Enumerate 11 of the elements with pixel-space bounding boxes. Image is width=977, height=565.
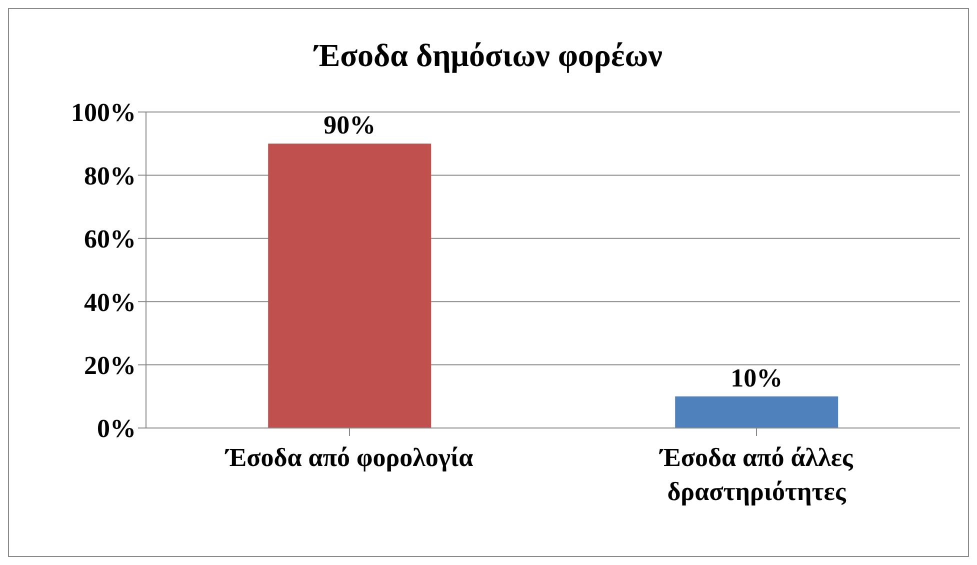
x-tick-label: Έσοδα από άλλες δραστηριότητες [658, 443, 854, 506]
y-tick-label: 60% [84, 224, 136, 254]
y-tick-label: 40% [84, 288, 136, 317]
y-tick-label: 80% [84, 161, 136, 190]
y-tick-label: 20% [84, 351, 136, 380]
y-tick-label: 0% [97, 414, 136, 444]
x-tick-label: Έσοδα από φορολογία [224, 443, 474, 472]
y-tick-label: 100% [71, 98, 136, 128]
data-label: 10% [730, 363, 783, 392]
chart-title: Έσοδα δημόσιων φορέων [312, 37, 664, 74]
data-label: 90% [324, 110, 376, 140]
